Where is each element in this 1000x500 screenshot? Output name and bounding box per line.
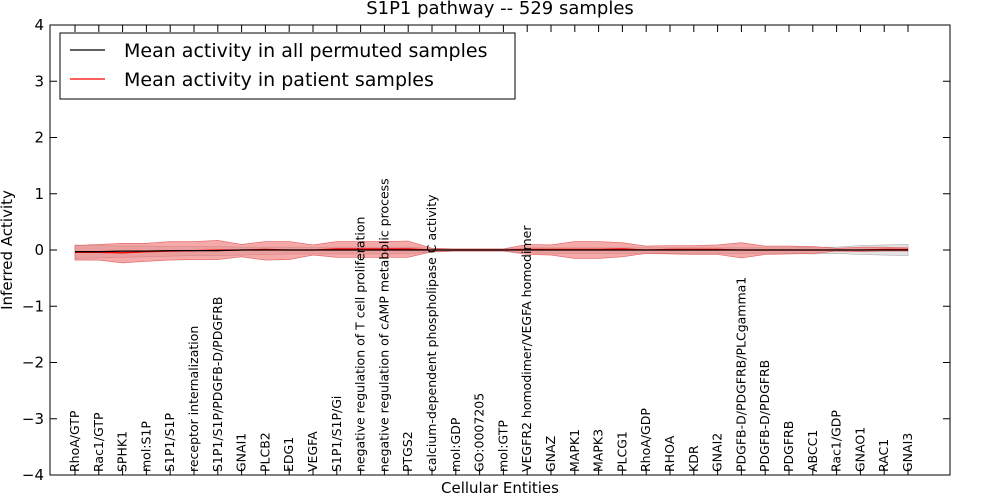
- x-category-label: RhoA/GTP: [67, 410, 82, 472]
- x-category-label: Rac1/GTP: [91, 412, 106, 472]
- legend-box: [59, 32, 516, 100]
- x-category-label: EDG1: [281, 437, 296, 472]
- confidence-bands: [74, 240, 909, 264]
- x-category-label: GNAI2: [710, 433, 725, 472]
- x-category-label: GNAI3: [900, 433, 915, 472]
- x-category-label: PLCG1: [614, 431, 629, 472]
- x-category-label: GNAI1: [234, 433, 249, 472]
- y-axis-title: Inferred Activity: [0, 190, 16, 310]
- x-category-label: mol:S1P: [138, 421, 153, 472]
- x-category-label: receptor internalization: [186, 326, 201, 472]
- x-category-label: VEGFA: [305, 431, 320, 472]
- x-category-label: PDGFB-D/PDGFRB: [757, 360, 772, 472]
- legend-label-patient: Mean activity in patient samples: [124, 69, 434, 91]
- legend: Mean activity in all permuted samples Me…: [59, 32, 516, 100]
- y-tick-label: 1: [34, 185, 44, 203]
- chart-title: S1P1 pathway -- 529 samples: [366, 0, 634, 19]
- patient-band: [74, 240, 909, 264]
- x-category-label: Rac1/GDP: [829, 410, 844, 472]
- x-category-label: mol:GTP: [495, 420, 510, 472]
- axis-ticks: [50, 24, 950, 476]
- x-category-label: PTGS2: [400, 431, 415, 472]
- x-axis-title: Cellular Entities: [441, 479, 559, 497]
- x-category-label: GO:0007205: [472, 393, 487, 472]
- y-tick-label: 3: [34, 72, 44, 90]
- y-tick-label: −2: [22, 354, 44, 372]
- y-tick-label: −3: [22, 410, 44, 428]
- x-category-label: VEGFR2 homodimer/VEGFA homodimer: [519, 225, 534, 472]
- x-category-label: KDR: [686, 445, 701, 472]
- x-category-label: PDGFRB: [781, 421, 796, 472]
- permuted-mean-line: [75, 249, 908, 253]
- y-tick-label: 4: [34, 16, 44, 34]
- x-category-label: MAPK3: [591, 429, 606, 472]
- legend-label-permuted: Mean activity in all permuted samples: [124, 40, 487, 62]
- x-category-label: MAPK1: [567, 429, 582, 472]
- x-category-label: S1P1/S1P/PDGFB-D/PDGFRB: [210, 297, 225, 473]
- x-category-label: negative regulation of cAMP metabolic pr…: [376, 178, 391, 472]
- y-tick-label: 0: [34, 241, 44, 259]
- x-category-label: S1P1/S1P/Gi: [329, 396, 344, 472]
- x-category-label: GNAZ: [543, 436, 558, 472]
- x-category-label: negative regulation of T cell proliferat…: [353, 217, 368, 472]
- x-category-label: mol:GDP: [448, 417, 463, 472]
- y-tick-label: 2: [34, 129, 44, 147]
- x-category-label: RHOA: [662, 435, 677, 472]
- series-lines: [75, 248, 908, 254]
- x-category-label: GNAO1: [852, 427, 867, 472]
- x-category-label: PDGFB-D/PDGFRB/PLCgamma1: [733, 277, 748, 472]
- x-category-label: calcium-dependent phospholipase C activi…: [424, 194, 439, 472]
- x-category-label: SPHK1: [115, 431, 130, 472]
- x-category-label: RhoA/GDP: [638, 408, 653, 472]
- y-tick-label: −4: [22, 466, 44, 484]
- x-category-label: PLCB2: [257, 432, 272, 472]
- x-category-label: S1P1/S1P: [162, 413, 177, 472]
- x-category-label: RAC1: [876, 439, 891, 472]
- y-tick-labels: −4 −3 −2 −1 0 1 2 3 4: [22, 16, 44, 484]
- y-tick-label: −1: [22, 297, 44, 315]
- plot-frame: [49, 24, 951, 476]
- x-category-labels: RhoA/GTP Rac1/GTP SPHK1 mol:S1P S1P1/S1P rece…: [67, 178, 915, 472]
- x-category-label: ABCC1: [805, 430, 820, 472]
